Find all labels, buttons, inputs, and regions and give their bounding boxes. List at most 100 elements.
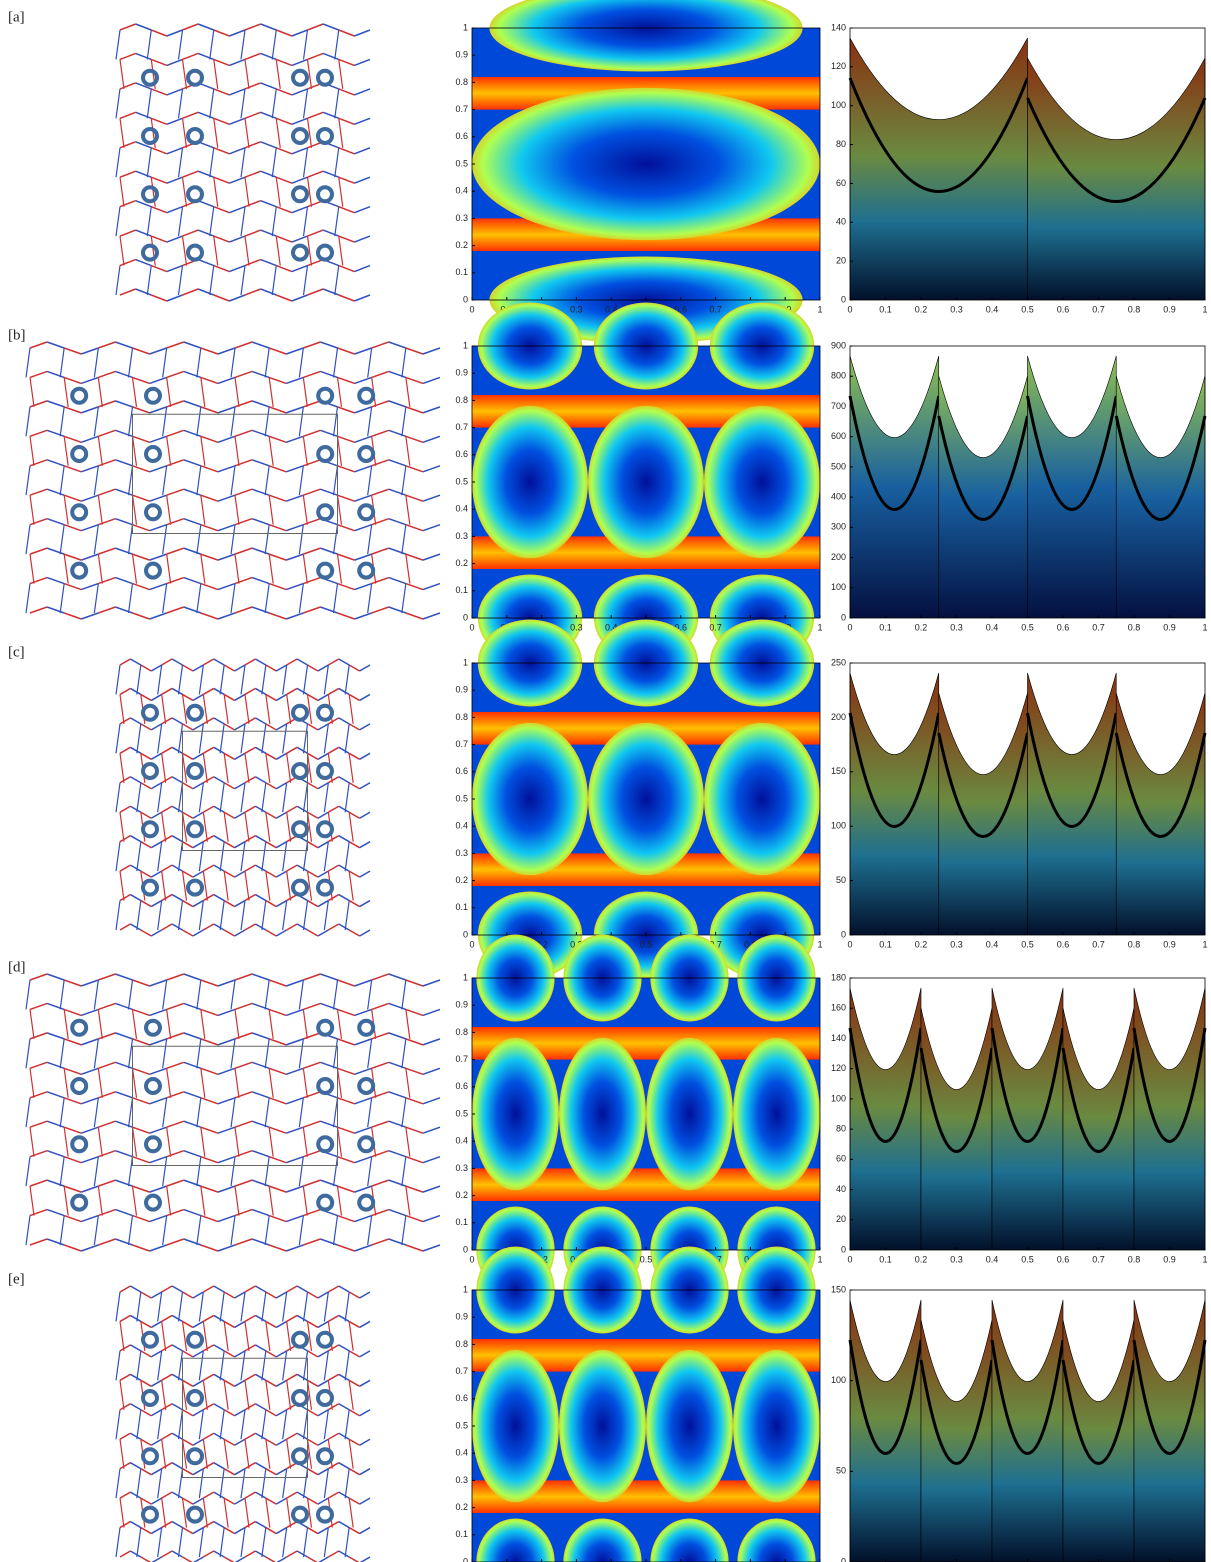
bond [269, 377, 286, 383]
y-tick-label: 0.2 [455, 1502, 468, 1512]
bond [183, 1498, 187, 1527]
bond [360, 901, 370, 907]
bond [318, 1351, 328, 1357]
bond [129, 584, 133, 613]
bond [163, 1039, 167, 1068]
bond [133, 348, 150, 354]
bond [308, 24, 324, 30]
bond [151, 1498, 161, 1504]
y-tick-label: 80 [836, 139, 846, 149]
bond [199, 1469, 203, 1498]
bond [137, 1351, 141, 1380]
bond [304, 89, 308, 118]
bond [133, 495, 137, 524]
bond [262, 1292, 266, 1321]
ring [72, 1196, 86, 1210]
bond [183, 112, 199, 118]
bond [303, 495, 307, 524]
y-tick-label: 700 [831, 401, 846, 411]
bond [320, 430, 337, 436]
bond [151, 842, 161, 848]
bond [389, 1033, 406, 1039]
bond [120, 1522, 130, 1528]
bond [303, 1186, 307, 1215]
y-tick-label: 100 [831, 100, 846, 110]
bond [116, 1410, 120, 1439]
bond [368, 980, 372, 1009]
y-tick-label: 200 [831, 552, 846, 562]
bond [235, 1380, 245, 1386]
bond [218, 584, 235, 590]
bond [265, 525, 269, 554]
bond [141, 930, 151, 936]
bond [355, 377, 372, 383]
bond [183, 1439, 193, 1445]
bond [183, 753, 193, 759]
bond [183, 118, 187, 147]
bond [47, 371, 64, 377]
bond [203, 812, 207, 841]
bond [339, 718, 349, 724]
bond [255, 747, 265, 753]
bond [423, 584, 440, 590]
bond [266, 1410, 276, 1416]
bond [81, 348, 98, 354]
bond [167, 342, 184, 348]
bond [151, 1528, 161, 1534]
bond [151, 59, 167, 65]
bond [214, 1315, 224, 1321]
bond [287, 747, 297, 753]
bond [98, 1186, 102, 1215]
bond [214, 1433, 224, 1439]
bond [261, 112, 277, 118]
bond [183, 1321, 193, 1327]
ring [72, 564, 86, 578]
bond [372, 548, 389, 554]
ring [188, 1333, 202, 1347]
bond [184, 519, 201, 525]
bond [255, 777, 265, 783]
bond [297, 1492, 307, 1498]
bond [115, 1239, 132, 1245]
bond [255, 1404, 265, 1410]
bond [245, 1551, 255, 1557]
bond [150, 1216, 167, 1222]
chart-heatmap: 00.10.20.30.40.50.60.70.80.9100.10.20.30… [455, 0, 822, 344]
bond [130, 747, 140, 753]
bond [266, 812, 276, 818]
bond [64, 1068, 81, 1074]
bond [130, 777, 140, 783]
bond [229, 236, 245, 242]
y-tick-label: 600 [831, 431, 846, 441]
bond [229, 177, 245, 183]
bond [203, 1492, 213, 1498]
bond [218, 1186, 235, 1192]
bond [81, 436, 98, 442]
bond [141, 1439, 151, 1445]
bond [235, 1009, 239, 1038]
bond [141, 1528, 151, 1534]
bond [172, 1433, 182, 1439]
figure: [a]00.10.20.30.40.50.60.70.80.9100.10.20… [0, 0, 1211, 1562]
bond [324, 1469, 328, 1498]
bond [98, 377, 102, 406]
ring [146, 447, 160, 461]
bond [283, 1410, 287, 1439]
bond [235, 812, 245, 818]
bond [266, 1292, 276, 1298]
bond [245, 806, 255, 812]
bond [30, 607, 47, 613]
bond [81, 525, 98, 531]
bond [137, 901, 141, 930]
chart-heatmap: 00.10.20.30.40.50.60.70.80.9100.10.20.30… [455, 934, 822, 1293]
bond [423, 407, 440, 413]
bond [245, 1380, 249, 1409]
bond [218, 1245, 235, 1251]
bond [355, 1157, 372, 1163]
bond [26, 407, 30, 436]
bond [360, 1410, 370, 1416]
bond [130, 924, 140, 930]
bond [30, 554, 34, 583]
bond [345, 1528, 349, 1557]
bond [201, 613, 218, 619]
